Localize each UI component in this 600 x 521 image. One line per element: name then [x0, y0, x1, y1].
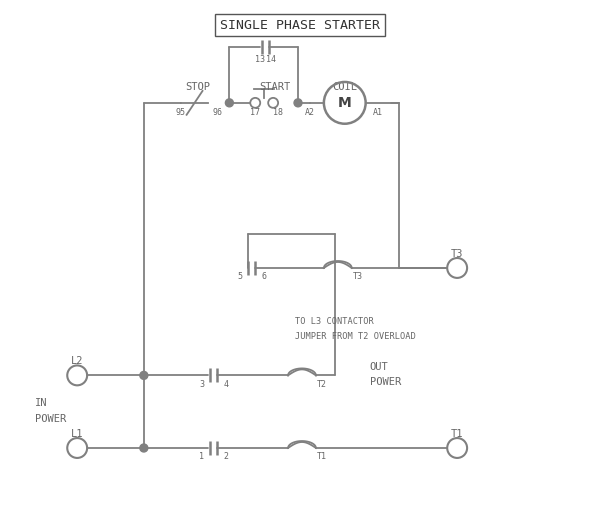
- Text: 2: 2: [224, 452, 229, 462]
- Text: T3: T3: [353, 272, 362, 281]
- Text: 3: 3: [199, 380, 204, 389]
- Text: START: START: [260, 82, 291, 92]
- Text: POWER: POWER: [35, 414, 67, 424]
- Text: JUMPER FROM T2 OVERLOAD: JUMPER FROM T2 OVERLOAD: [295, 332, 416, 341]
- Text: L1: L1: [71, 429, 83, 439]
- Text: T3: T3: [451, 249, 463, 259]
- Text: IN: IN: [35, 398, 48, 408]
- Text: A1: A1: [373, 108, 383, 117]
- Text: SINGLE PHASE STARTER: SINGLE PHASE STARTER: [220, 19, 380, 32]
- Text: OUT: OUT: [370, 363, 388, 373]
- Circle shape: [294, 99, 302, 107]
- Text: 4: 4: [224, 380, 229, 389]
- Circle shape: [140, 444, 148, 452]
- Text: 18: 18: [273, 108, 283, 117]
- Text: TO L3 CONTACTOR: TO L3 CONTACTOR: [295, 317, 374, 326]
- Circle shape: [226, 99, 233, 107]
- Text: COIL: COIL: [332, 82, 357, 92]
- Text: 96: 96: [212, 108, 223, 117]
- Text: 5: 5: [238, 272, 243, 281]
- Text: STOP: STOP: [185, 82, 210, 92]
- Text: A2: A2: [305, 108, 315, 117]
- Text: POWER: POWER: [370, 377, 401, 387]
- Text: 95: 95: [176, 108, 185, 117]
- Text: 17: 17: [250, 108, 260, 117]
- Text: 1: 1: [199, 452, 204, 462]
- Text: L2: L2: [71, 356, 83, 366]
- Text: T1: T1: [451, 429, 463, 439]
- Text: T1: T1: [317, 452, 327, 462]
- Text: 6: 6: [262, 272, 266, 281]
- Text: 13: 13: [255, 55, 265, 64]
- Text: M: M: [338, 96, 352, 110]
- Text: 14: 14: [266, 55, 276, 64]
- Circle shape: [140, 371, 148, 379]
- Text: T2: T2: [317, 380, 327, 389]
